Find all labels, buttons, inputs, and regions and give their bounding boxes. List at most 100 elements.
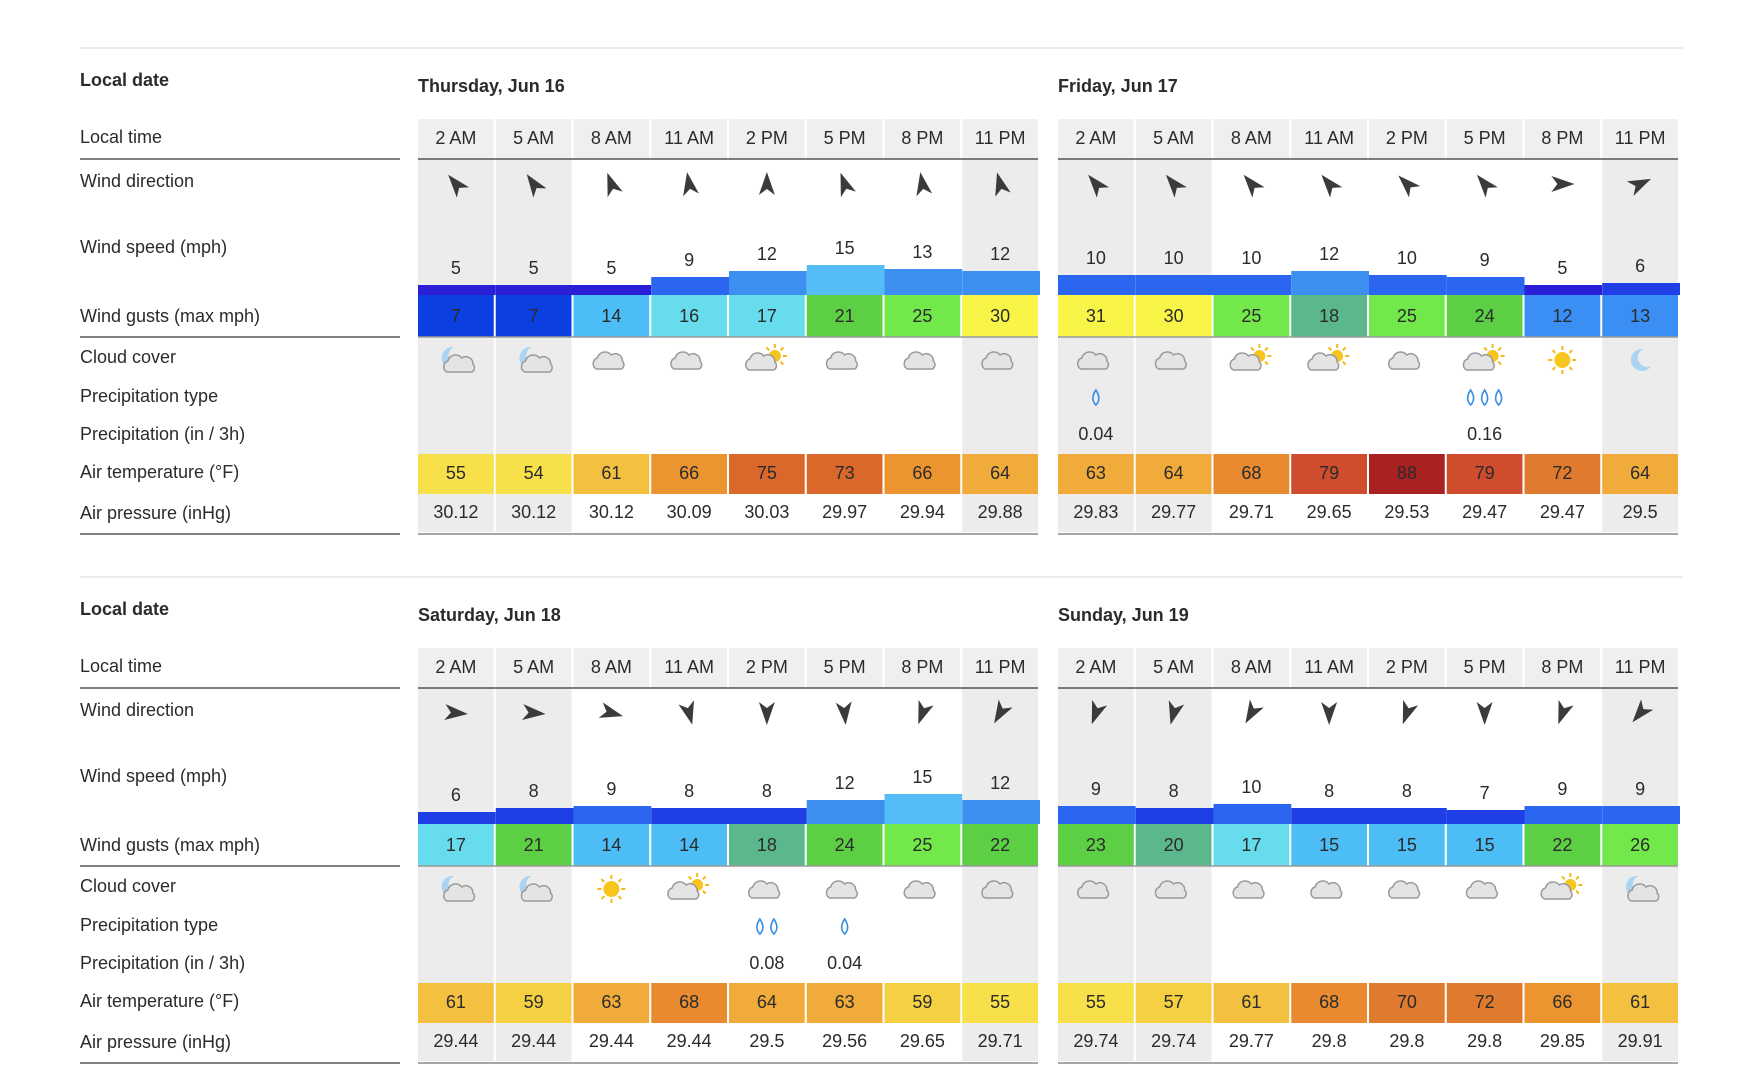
gust-cell (884, 295, 961, 337)
wind-arrow (448, 174, 470, 198)
pressure-value: 29.56 (822, 1031, 867, 1051)
pressure-value: 29.8 (1389, 1031, 1424, 1051)
wind-arrow (1558, 699, 1574, 725)
temp-cell (1602, 983, 1678, 1023)
wind-speed-value: 9 (1635, 779, 1645, 799)
gust-value: 18 (757, 835, 777, 855)
gust-cell (884, 824, 961, 866)
wind-speed-bar (884, 794, 963, 824)
temp-cell (1291, 983, 1367, 1023)
temp-value: 64 (990, 463, 1010, 483)
temp-value: 68 (1241, 463, 1261, 483)
gust-cell (573, 824, 650, 866)
cloud-icon (1229, 352, 1262, 371)
gust-value: 14 (679, 835, 699, 855)
sun-ray (1551, 349, 1557, 354)
sun-ray (779, 346, 785, 352)
time-label: 2 PM (1386, 657, 1428, 677)
time-label: 2 AM (1075, 657, 1116, 677)
precip-drops (1092, 388, 1100, 407)
temp-value: 79 (1319, 463, 1339, 483)
precip-drops (1466, 388, 1503, 407)
time-label: 11 PM (975, 128, 1026, 148)
time-label: 8 PM (1541, 657, 1583, 677)
time-label: 8 PM (1541, 128, 1583, 148)
temp-value: 63 (601, 992, 621, 1012)
forecast-block: Local date Local time Wind direction Wind s… (80, 47, 1683, 535)
temp-value: 70 (1397, 992, 1417, 1012)
wind-speed-value: 12 (835, 773, 855, 793)
time-cell (573, 648, 650, 688)
wind-speed-value: 8 (1402, 781, 1412, 801)
time-label: 5 AM (513, 128, 554, 148)
wind-speed-value: 9 (684, 250, 694, 270)
pressure-value: 29.97 (822, 502, 867, 522)
wind-speed-value: 12 (990, 244, 1010, 264)
time-label: 11 PM (975, 657, 1026, 677)
row-label: Wind direction (80, 700, 194, 720)
row-label: Air temperature (°F) (80, 991, 239, 1011)
temp-cell (495, 454, 572, 494)
time-label: 11 AM (1304, 128, 1354, 148)
cloud-icon (592, 351, 625, 370)
sun-ray (1575, 889, 1580, 895)
row-label: Precipitation type (80, 386, 218, 406)
gust-cell (729, 824, 805, 866)
pressure-value: 29.44 (667, 1031, 712, 1051)
gust-value: 25 (1241, 306, 1261, 326)
wind-speed-bar (962, 800, 1040, 824)
time-cell (1058, 648, 1134, 688)
wind-speed-bar (1213, 804, 1292, 824)
pressure-value: 29.94 (900, 502, 945, 522)
temp-cell (884, 454, 961, 494)
drop-icon (840, 917, 849, 936)
wind-arrow (1398, 175, 1421, 198)
drop-icon (770, 917, 778, 936)
wind-speed-bar (806, 800, 885, 824)
wind-speed-bar (729, 271, 807, 295)
wind-arrow (1088, 174, 1110, 198)
gust-value: 24 (835, 835, 855, 855)
wind-arrow (995, 172, 1011, 197)
pressure-value: 30.12 (511, 502, 556, 522)
gust-cell (495, 295, 572, 337)
sun-ray (617, 878, 622, 883)
row-label: Wind speed (mph) (80, 766, 227, 786)
temp-cell (651, 983, 727, 1023)
gust-cell (573, 295, 650, 337)
gust-cell (1369, 295, 1445, 337)
time-cell (1213, 648, 1290, 688)
gust-cell (1135, 295, 1212, 337)
wind-speed-bar (651, 808, 729, 824)
wind-arrow (1551, 176, 1575, 192)
wind-arrow (444, 704, 468, 721)
cloud-icon (1154, 880, 1187, 899)
cloud-icon (1076, 880, 1110, 899)
wind-arrow (916, 172, 933, 197)
time-cell (495, 119, 572, 159)
cloud-icon (520, 883, 553, 902)
sun-ray (600, 895, 606, 900)
precip-value: 0.16 (1467, 424, 1502, 444)
wind-speed-value: 8 (1324, 781, 1334, 801)
sun-ray (687, 875, 693, 881)
sun-ray (1568, 366, 1573, 371)
wind-arrow (758, 702, 775, 725)
pressure-value: 29.8 (1467, 1031, 1502, 1051)
pressure-value: 29.44 (589, 1031, 634, 1051)
sun-ray (1342, 360, 1347, 366)
gust-value: 16 (679, 306, 699, 326)
temp-cell (1524, 454, 1601, 494)
temp-value: 57 (1164, 992, 1184, 1012)
row-label: Air temperature (°F) (80, 462, 239, 482)
time-label: 8 AM (1231, 657, 1272, 677)
drop-icon (756, 917, 764, 936)
gust-value: 17 (1241, 835, 1261, 855)
wind-speed-bar (418, 812, 496, 824)
pressure-value: 29.47 (1462, 502, 1507, 522)
cloud-icon (1307, 352, 1340, 371)
wind-arrow (683, 172, 699, 197)
cloud-icon (1540, 881, 1573, 900)
time-label: 2 AM (1075, 128, 1116, 148)
